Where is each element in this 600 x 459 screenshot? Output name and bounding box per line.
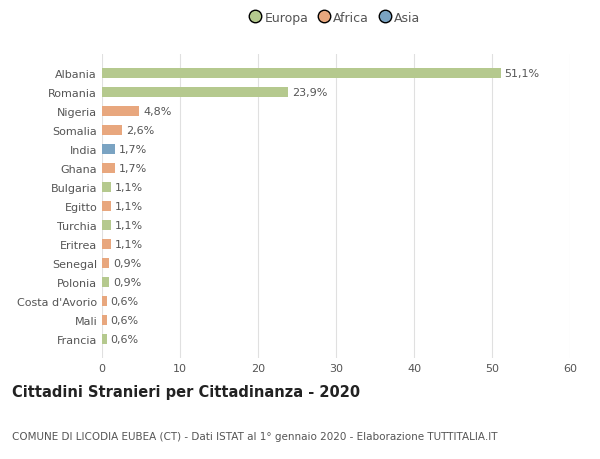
Bar — [102, 239, 110, 250]
Bar — [102, 334, 107, 344]
Bar — [102, 88, 289, 98]
Bar — [102, 202, 110, 212]
Bar — [102, 126, 122, 136]
Text: 0,6%: 0,6% — [110, 334, 139, 344]
Text: COMUNE DI LICODIA EUBEA (CT) - Dati ISTAT al 1° gennaio 2020 - Elaborazione TUTT: COMUNE DI LICODIA EUBEA (CT) - Dati ISTA… — [12, 431, 497, 441]
Legend: Europa, Africa, Asia: Europa, Africa, Asia — [247, 7, 425, 30]
Bar — [102, 106, 139, 117]
Text: 4,8%: 4,8% — [143, 107, 172, 117]
Text: Cittadini Stranieri per Cittadinanza - 2020: Cittadini Stranieri per Cittadinanza - 2… — [12, 384, 360, 399]
Bar — [102, 69, 500, 79]
Bar — [102, 315, 107, 325]
Text: 1,1%: 1,1% — [115, 202, 143, 212]
Bar — [102, 220, 110, 231]
Text: 1,7%: 1,7% — [119, 145, 148, 155]
Text: 0,9%: 0,9% — [113, 277, 141, 287]
Text: 1,7%: 1,7% — [119, 164, 148, 174]
Bar — [102, 296, 107, 307]
Text: 1,1%: 1,1% — [115, 220, 143, 230]
Text: 0,9%: 0,9% — [113, 258, 141, 269]
Bar — [102, 277, 109, 287]
Bar — [102, 145, 115, 155]
Text: 23,9%: 23,9% — [292, 88, 328, 98]
Text: 2,6%: 2,6% — [126, 126, 154, 136]
Text: 1,1%: 1,1% — [115, 240, 143, 249]
Bar — [102, 182, 110, 193]
Bar — [102, 163, 115, 174]
Bar — [102, 258, 109, 269]
Text: 0,6%: 0,6% — [110, 315, 139, 325]
Text: 1,1%: 1,1% — [115, 183, 143, 193]
Text: 0,6%: 0,6% — [110, 296, 139, 306]
Text: 51,1%: 51,1% — [505, 69, 539, 79]
